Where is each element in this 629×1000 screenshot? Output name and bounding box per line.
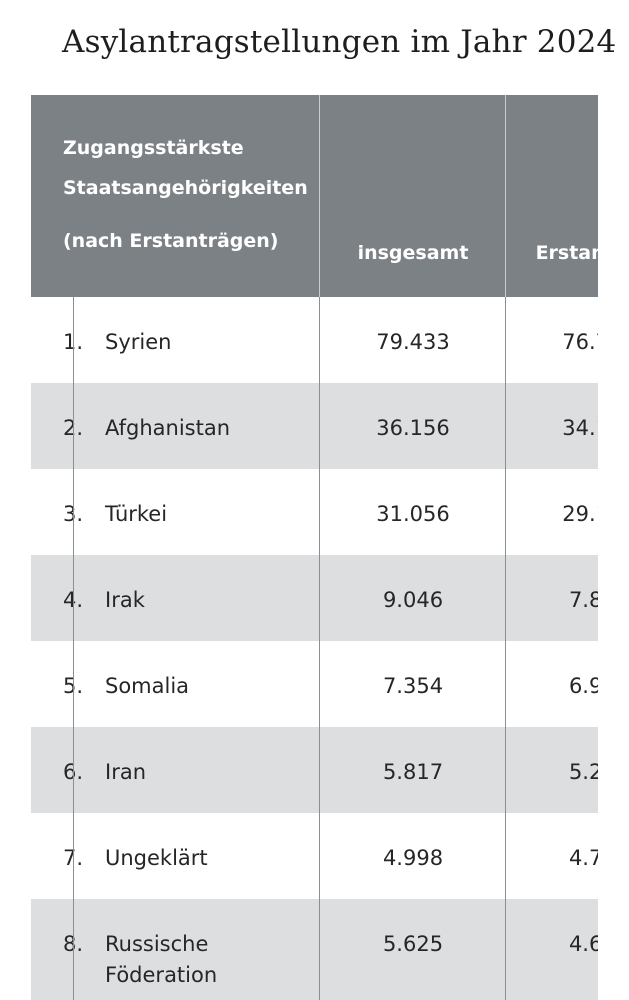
row-total: 7.354 — [382, 674, 444, 698]
header-total: insgesamt — [357, 242, 469, 264]
row-total: 79.433 — [376, 330, 450, 354]
table-row: 6. Iran 5.817 5.200 — [31, 727, 598, 813]
column-divider — [73, 297, 74, 1000]
table-header: Zugangsstärkste Staatsangehörigkeiten (n… — [31, 95, 598, 297]
row-country: Türkei — [105, 502, 168, 526]
header-divider — [319, 95, 320, 297]
table-row: 4. Irak 9.046 7.800 — [31, 555, 598, 641]
asylum-table: Zugangsstärkste Staatsangehörigkeiten (n… — [31, 95, 598, 1000]
row-total: 31.056 — [376, 502, 450, 526]
row-first: 34.149 — [562, 416, 598, 440]
row-first: 76.765 — [562, 330, 598, 354]
table-row: 7. Ungeklärt 4.998 4.700 — [31, 813, 598, 899]
row-country: Ungeklärt — [105, 846, 208, 870]
row-first: 29.177 — [562, 502, 598, 526]
header-country: Zugangsstärkste Staatsangehörigkeiten (n… — [63, 128, 313, 261]
row-country: Irak — [105, 588, 145, 612]
row-country: Afghanistan — [105, 416, 231, 440]
table-row: 2. Afghanistan 36.156 34.149 — [31, 383, 598, 469]
table-row: 3. Türkei 31.056 29.177 — [31, 469, 598, 555]
row-total: 36.156 — [376, 416, 450, 440]
row-total: 5.817 — [382, 760, 444, 784]
page-title: Asylantragstellungen im Jahr 2024 — [62, 24, 617, 60]
row-country: Syrien — [105, 330, 172, 354]
row-country: Russische Föderation — [105, 929, 315, 991]
row-total: 9.046 — [382, 588, 444, 612]
table-row: 1. Syrien 79.433 76.765 — [31, 297, 598, 383]
row-first: 6.900 — [568, 674, 598, 698]
header-country-line1: Zugangsstärkste — [63, 137, 244, 159]
table-row: 8. Russische Föderation 5.625 4.600 — [31, 899, 598, 1000]
row-first: 4.600 — [568, 932, 598, 956]
column-divider — [505, 297, 506, 1000]
row-country: Iran — [105, 760, 147, 784]
row-country: Somalia — [105, 674, 190, 698]
header-divider — [505, 95, 506, 297]
row-first: 7.800 — [568, 588, 598, 612]
row-country-line1: Russische — [105, 932, 209, 956]
header-first-applications: Erstanträge — [535, 242, 598, 264]
row-total: 4.998 — [382, 846, 444, 870]
header-country-line2: Staatsangehörigkeiten — [63, 177, 308, 199]
row-total: 5.625 — [382, 932, 444, 956]
table-row: 5. Somalia 7.354 6.900 — [31, 641, 598, 727]
row-first: 4.700 — [568, 846, 598, 870]
row-first: 5.200 — [568, 760, 598, 784]
row-country-line2: Föderation — [105, 963, 218, 987]
header-country-note: (nach Erstanträgen) — [63, 230, 279, 252]
column-divider — [319, 297, 320, 1000]
